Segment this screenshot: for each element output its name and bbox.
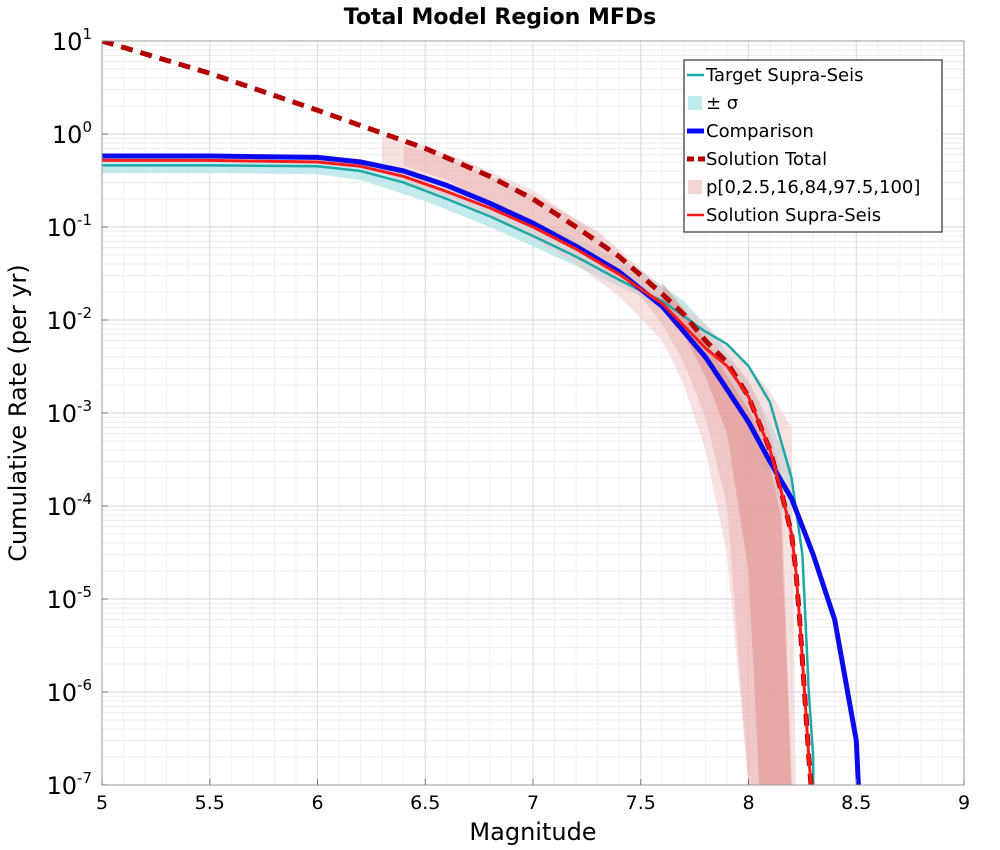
- x-tick-label: 5.5: [195, 792, 225, 814]
- legend-label-sigma: ± σ: [706, 93, 738, 114]
- y-axis-label: Cumulative Rate (per yr): [4, 264, 32, 562]
- x-tick-label: 6: [311, 792, 323, 814]
- x-tick-label: 7: [527, 792, 539, 814]
- legend-label-solution-total: Solution Total: [706, 149, 827, 170]
- y-tick-label: 10-1: [46, 211, 92, 242]
- legend-swatch-sigma: [688, 96, 702, 110]
- x-axis-ticks: 5 5.5 6 6.5 7 7.5 8 8.5 9: [96, 779, 970, 814]
- x-tick-label: 6.5: [410, 792, 440, 814]
- legend-label-target-supra-seis: Target Supra-Seis: [705, 65, 863, 86]
- legend: Target Supra-Seis ± σ Comparison Solution T…: [683, 59, 943, 233]
- y-axis-ticks: 10-7 10-6 10-5 10-4 10-3 10-2 10-1 100 101: [46, 25, 108, 800]
- y-tick-label: 10-3: [46, 397, 92, 428]
- x-tick-label: 9: [958, 792, 970, 814]
- legend-swatch-p-0-2-5-16-84-97-5-100: [688, 180, 702, 194]
- y-tick-label: 10-2: [46, 304, 92, 335]
- y-tick-label: 10-4: [46, 490, 92, 521]
- chart-title: Total Model Region MFDs: [344, 5, 657, 30]
- uncertainty-bands: [102, 136, 796, 785]
- series-line-solution-supra-seis: [102, 158, 813, 785]
- y-tick-label: 10-6: [46, 676, 92, 707]
- data-series: [102, 41, 861, 785]
- legend-label-p-0-2-5-16-84-97-5-100: p[0,2.5,16,84,97.5,100]: [706, 177, 920, 198]
- y-tick-label: 10-5: [46, 583, 92, 614]
- band-p-2-5-97-5: [403, 145, 792, 785]
- y-tick-label: 101: [52, 25, 92, 56]
- x-tick-label: 5: [96, 792, 108, 814]
- x-tick-label: 8.5: [841, 792, 871, 814]
- legend-label-comparison: Comparison: [706, 121, 814, 142]
- y-tick-label: 100: [52, 118, 92, 149]
- band-p-16-84: [662, 283, 792, 785]
- legend-label-solution-supra-seis: Solution Supra-Seis: [706, 205, 881, 226]
- legend-box: [683, 59, 943, 233]
- y-tick-label: 10-7: [46, 769, 92, 800]
- x-tick-label: 8: [742, 792, 754, 814]
- series-line-solution-total: [102, 41, 814, 785]
- x-axis-label: Magnitude: [469, 818, 596, 846]
- x-tick-label: 7.5: [626, 792, 656, 814]
